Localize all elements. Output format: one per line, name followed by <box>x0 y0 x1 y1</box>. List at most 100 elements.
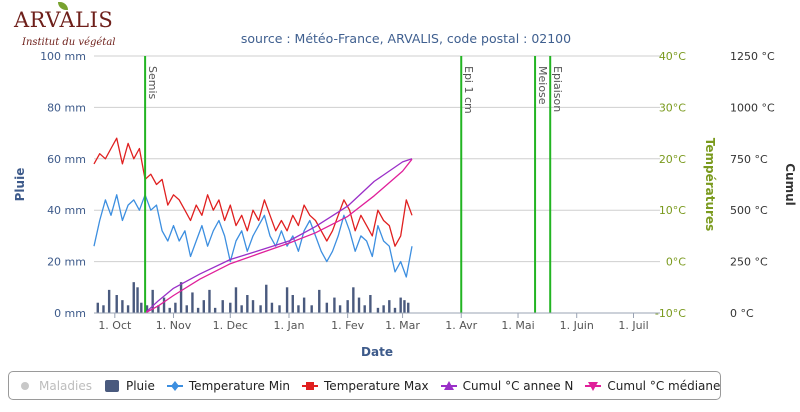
legend-symbol-icon <box>585 380 602 392</box>
rain-bar <box>191 292 194 313</box>
legend: Maladies Pluie Temperature Min Temperature … <box>8 371 721 400</box>
legend-item[interactable]: Pluie <box>104 379 155 393</box>
y-tick-label-cumul: 1000 °C <box>730 101 775 114</box>
rain-bar <box>270 302 274 313</box>
rain-bar <box>357 297 361 313</box>
rain-bar <box>96 302 99 313</box>
rain-bar <box>174 302 177 313</box>
rain-bar <box>121 300 124 313</box>
legend-item[interactable]: Cumul °C médiane <box>585 379 720 393</box>
stage-label: Meiose <box>536 66 549 105</box>
rain-bar <box>185 305 188 313</box>
rain-bar <box>318 289 321 313</box>
rain-bar <box>369 295 372 313</box>
rain-bar <box>285 287 289 313</box>
legend-label: Temperature Min <box>188 378 291 393</box>
y-tick-label-temp: 40°C <box>659 50 686 63</box>
rain-bar <box>102 305 105 313</box>
stage-label: Epiaison <box>551 66 564 112</box>
stage-label: Semis <box>146 66 159 100</box>
x-tick-label: 1. Avr <box>445 319 477 332</box>
rain-bar <box>382 305 385 313</box>
rain-bar <box>388 300 391 313</box>
y-tick-label-rain: 60 mm <box>47 153 86 166</box>
logo-wordmark: ARVALIS <box>14 8 114 32</box>
rain-bar <box>278 305 281 313</box>
rain-bar <box>310 305 313 313</box>
rain-bar <box>297 305 300 313</box>
legend-label: Cumul °C annee N <box>462 378 574 393</box>
rain-bar <box>399 297 402 313</box>
legend-item[interactable]: Maladies <box>17 379 92 393</box>
leaf-icon <box>58 2 68 10</box>
rain-bar <box>302 297 306 313</box>
y-tick-label-temp: 10°C <box>659 204 686 217</box>
cumul-median-line <box>144 158 413 314</box>
rain-bar <box>229 302 232 313</box>
rain-bar <box>240 305 243 313</box>
y-tick-label-temp: -10°C <box>655 307 686 320</box>
y-tick-label-rain: 0 mm <box>54 307 86 320</box>
rain-bar <box>145 305 149 313</box>
rain-bar <box>221 300 224 313</box>
rain-bar <box>157 305 160 313</box>
y-axis-title-rain: Pluie <box>13 168 27 202</box>
legend-symbol-icon <box>17 380 33 392</box>
legend-symbol-icon <box>166 380 183 392</box>
logo-tagline: Institut du végétal <box>22 37 116 48</box>
gridlines <box>94 55 660 263</box>
x-tick-label: 1. Mar <box>385 319 420 332</box>
rain-bar <box>107 289 111 313</box>
legend-symbol-icon <box>302 380 319 392</box>
arvalis-logo: ARVALIS Institut du végétal <box>14 2 124 58</box>
y-tick-label-cumul: 750 °C <box>730 153 768 166</box>
x-tick-label: 1. Juin <box>560 319 594 332</box>
rain-bar <box>265 284 268 313</box>
rain-bar <box>363 305 366 313</box>
y-tick-label-temp: 20°C <box>659 153 686 166</box>
rain-bar <box>376 307 380 313</box>
legend-item[interactable]: Temperature Max <box>302 379 429 393</box>
y-axis-title-temp: Températures <box>703 138 717 231</box>
legend-symbol-icon <box>440 380 457 392</box>
y-tick-label-rain: 40 mm <box>47 204 86 217</box>
x-tick-label: 1. Jan <box>274 319 305 332</box>
rain-bar <box>291 295 294 313</box>
stage-label: Epi 1 cm <box>462 66 475 114</box>
rain-bar <box>333 297 336 313</box>
rain-bar <box>407 302 410 313</box>
rain-bar <box>126 305 130 313</box>
axes: 0 mm -10°C 0 °C 20 mm 0°C 250 °C 40 mm 10°C 500 … <box>13 50 797 359</box>
legend-label: Temperature Max <box>324 378 429 393</box>
y-tick-label-cumul: 0 °C <box>730 307 754 320</box>
y-tick-label-cumul: 500 °C <box>730 204 768 217</box>
x-tick-label: 1. Juil <box>618 319 648 332</box>
y-tick-label-temp: 30°C <box>659 101 686 114</box>
rain-bar <box>393 307 397 313</box>
rain-bar <box>140 302 143 313</box>
rain-bar <box>162 297 166 313</box>
x-tick-label: 1. Nov <box>156 319 192 332</box>
legend-item[interactable]: Cumul °C annee N <box>440 378 574 393</box>
y-tick-label-temp: 0°C <box>666 256 686 269</box>
series-lines <box>93 137 413 314</box>
rain-bar <box>179 282 183 313</box>
rain-bar <box>136 287 139 313</box>
y-tick-label-cumul: 1250 °C <box>730 50 775 63</box>
cumul-n-line <box>144 158 413 314</box>
rain-bar <box>251 300 255 313</box>
rain-bar <box>246 295 249 313</box>
legend-item[interactable]: Temperature Min <box>166 378 291 393</box>
y-axis-title-cumul: Cumul <box>783 163 797 206</box>
legend-label: Maladies <box>39 378 92 393</box>
rain-bar <box>115 295 118 313</box>
chart-svg: source : Météo-France, ARVALIS, code pos… <box>13 31 797 359</box>
tmin-line <box>93 194 413 278</box>
y-tick-label-rain: 100 mm <box>40 50 86 63</box>
y-tick-label-rain: 20 mm <box>47 256 86 269</box>
rain-bar <box>168 307 171 313</box>
x-tick-label: 1. Fev <box>331 319 364 332</box>
rain-bar <box>325 302 329 313</box>
stage-markers: Semis Epi 1 cm Meiose Epiaison <box>144 56 564 313</box>
